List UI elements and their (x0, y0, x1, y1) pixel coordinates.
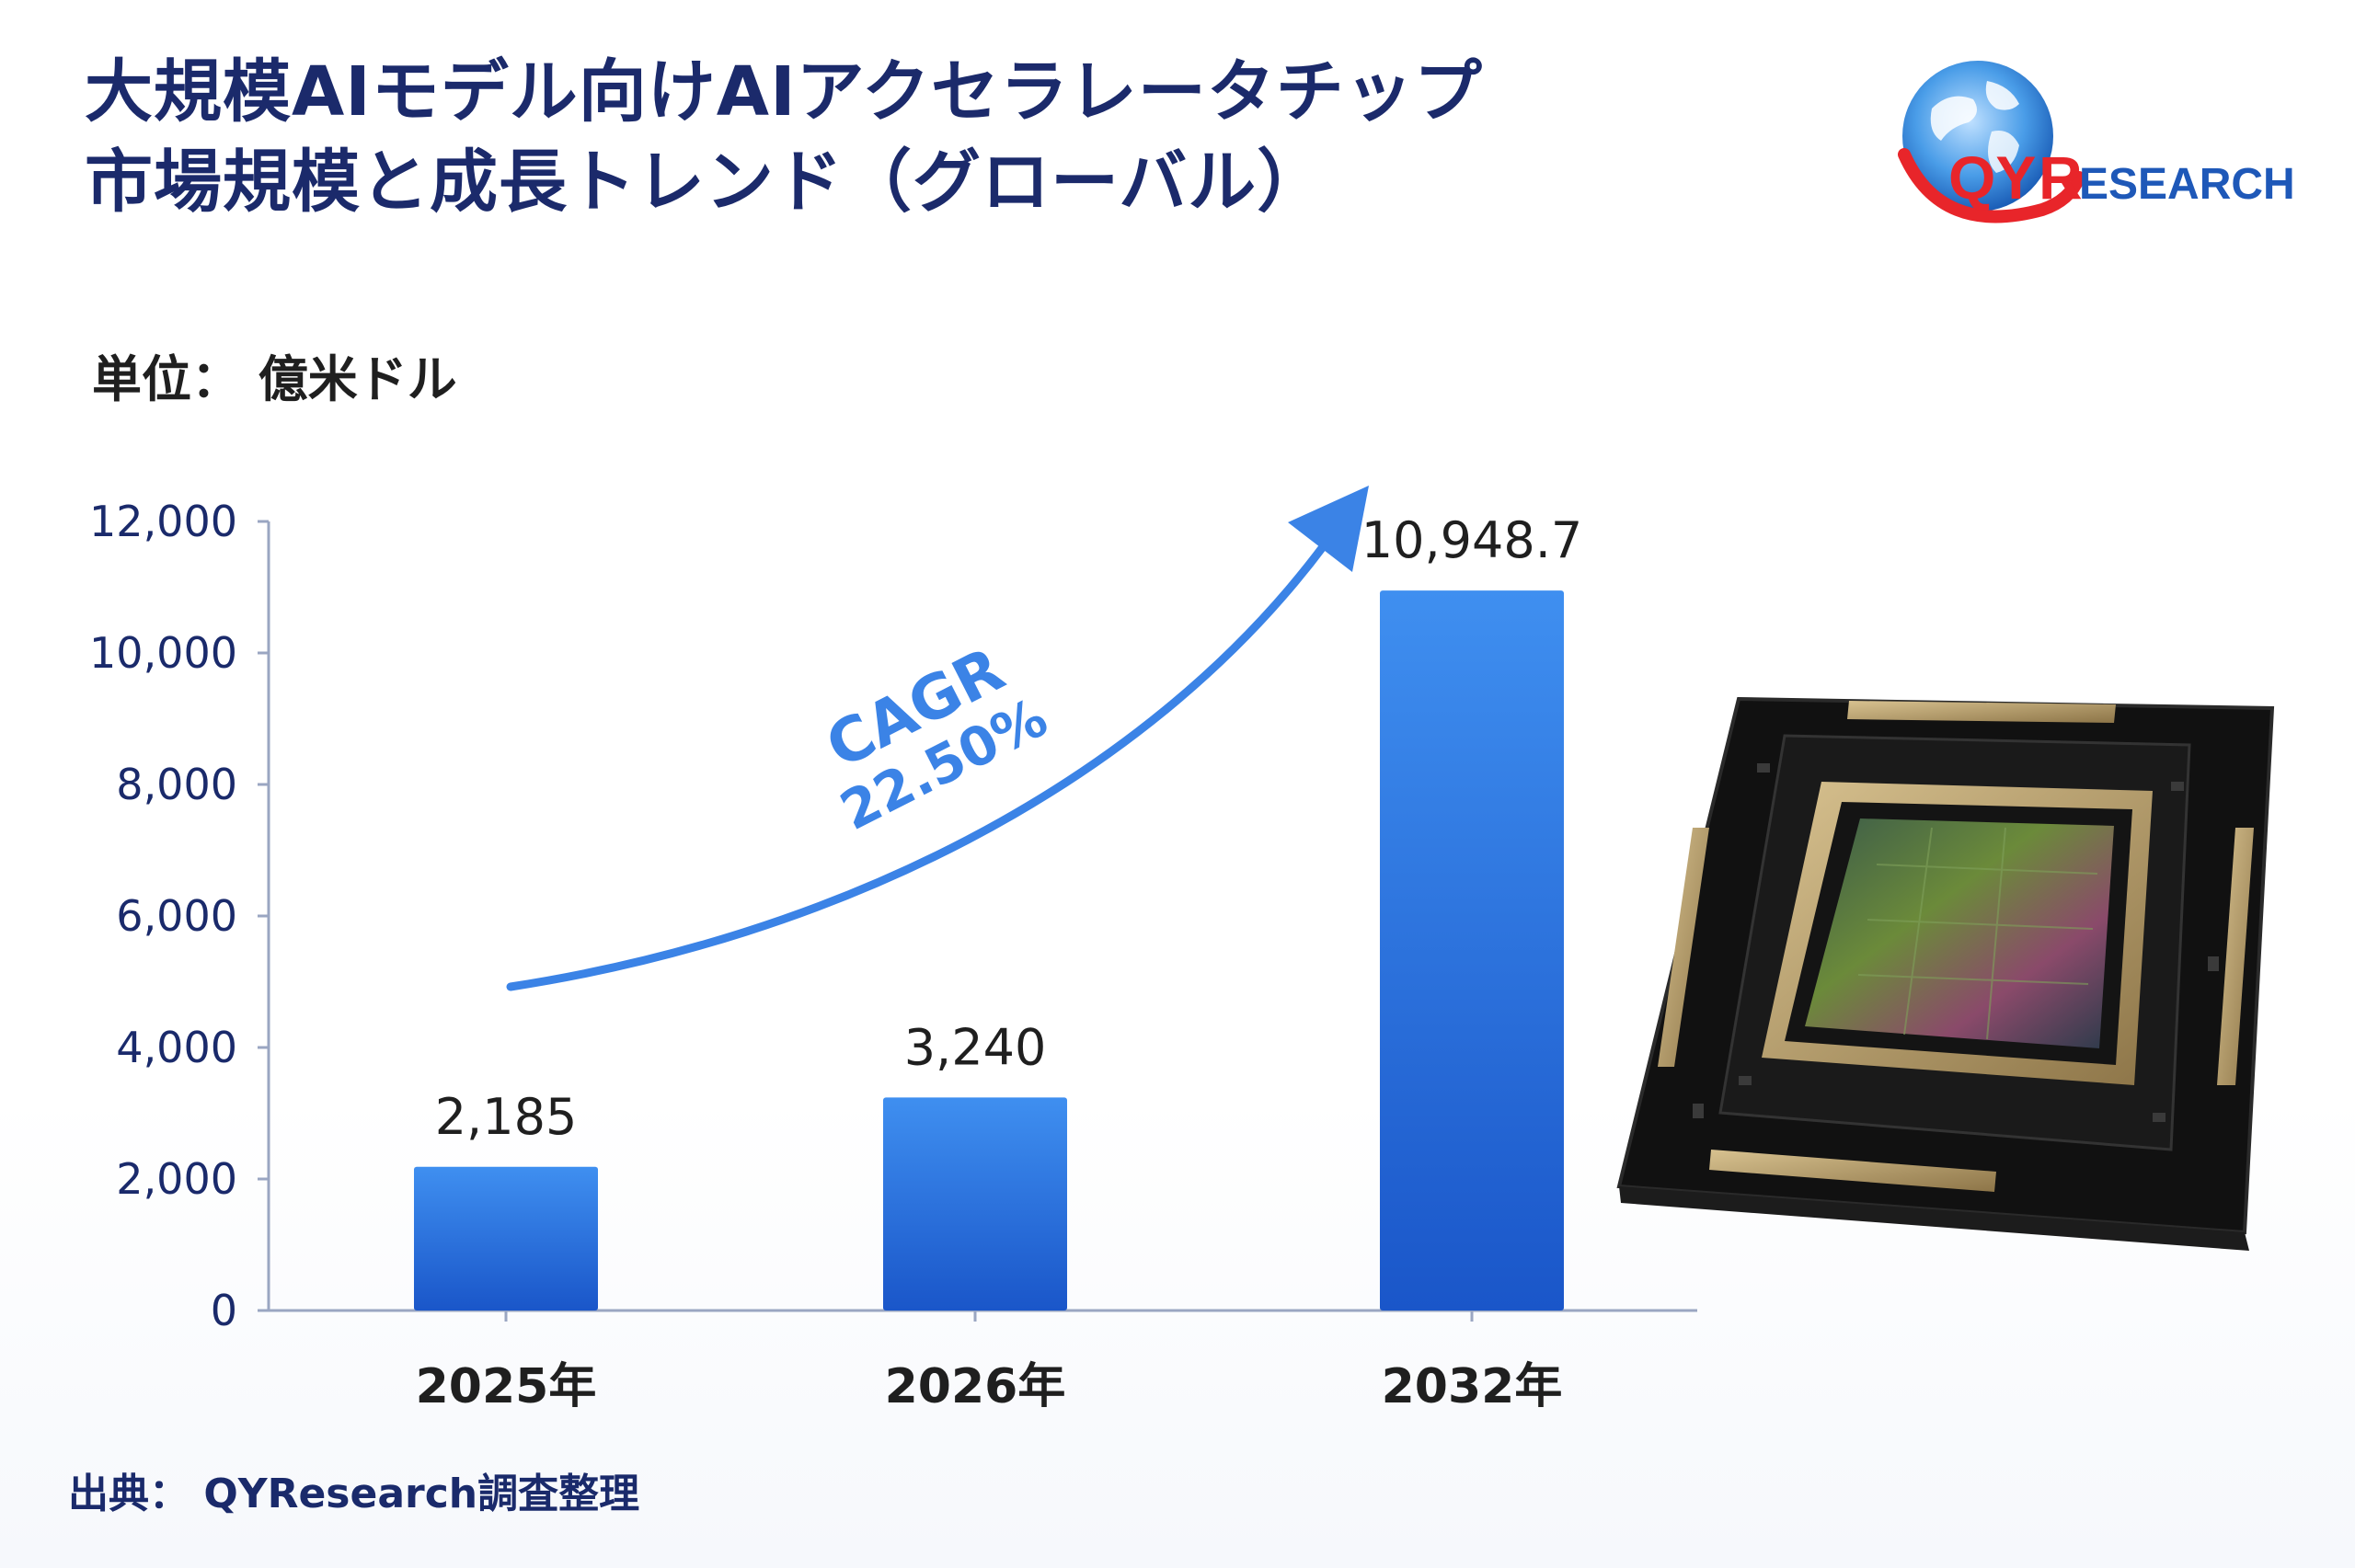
x-tick-label: 2032年 (1382, 1359, 1563, 1414)
bar (414, 1166, 598, 1310)
logo-text-rest: ESEARCH (2079, 160, 2295, 209)
y-tick-label: 2,000 (116, 1154, 237, 1204)
data-label: 10,948.7 (1361, 511, 1582, 569)
globe-icon: QY R ESEARCH (1898, 61, 2295, 223)
logo-text-qy: QY (1948, 143, 2036, 212)
source-label: 出典： QYResearch調査整理 (68, 1471, 640, 1517)
ai-accelerator-chip-icon (1601, 681, 2300, 1269)
bar (883, 1097, 1067, 1310)
label-layer: 2025年 2,185 2026年 3,240 2032年 10,948.7 (416, 511, 1583, 1414)
data-label: 3,240 (904, 1018, 1047, 1076)
cagr-arrow (506, 540, 1329, 991)
title-line-1: 大規模AIモデル向けAIアクセラレータチップ (85, 52, 1483, 132)
x-tick-label: 2025年 (416, 1359, 597, 1414)
y-tick-label: 12,000 (89, 497, 237, 546)
bar (1380, 590, 1564, 1310)
y-tick-label: 8,000 (116, 760, 237, 809)
qyresearch-logo: QY R ESEARCH (1877, 44, 2318, 256)
data-label: 2,185 (435, 1088, 578, 1146)
logo-text-r: R (2039, 143, 2083, 212)
y-tick-label: 6,000 (116, 891, 237, 941)
page-title: 大規模AIモデル向けAIアクセラレータチップ 市場規模と成長トレンド（グローバル… (85, 48, 1483, 227)
title-line-2: 市場規模と成長トレンド（グローバル） (85, 142, 1327, 222)
y-tick-label: 10,000 (89, 628, 237, 678)
y-tick-label: 0 (211, 1286, 237, 1335)
x-tick-label: 2026年 (885, 1359, 1066, 1414)
unit-label: 単位： 億米ドル (92, 350, 457, 408)
y-tick-label: 4,000 (116, 1023, 237, 1072)
bar-layer (414, 590, 1564, 1310)
cagr-arrowhead (1288, 486, 1369, 572)
